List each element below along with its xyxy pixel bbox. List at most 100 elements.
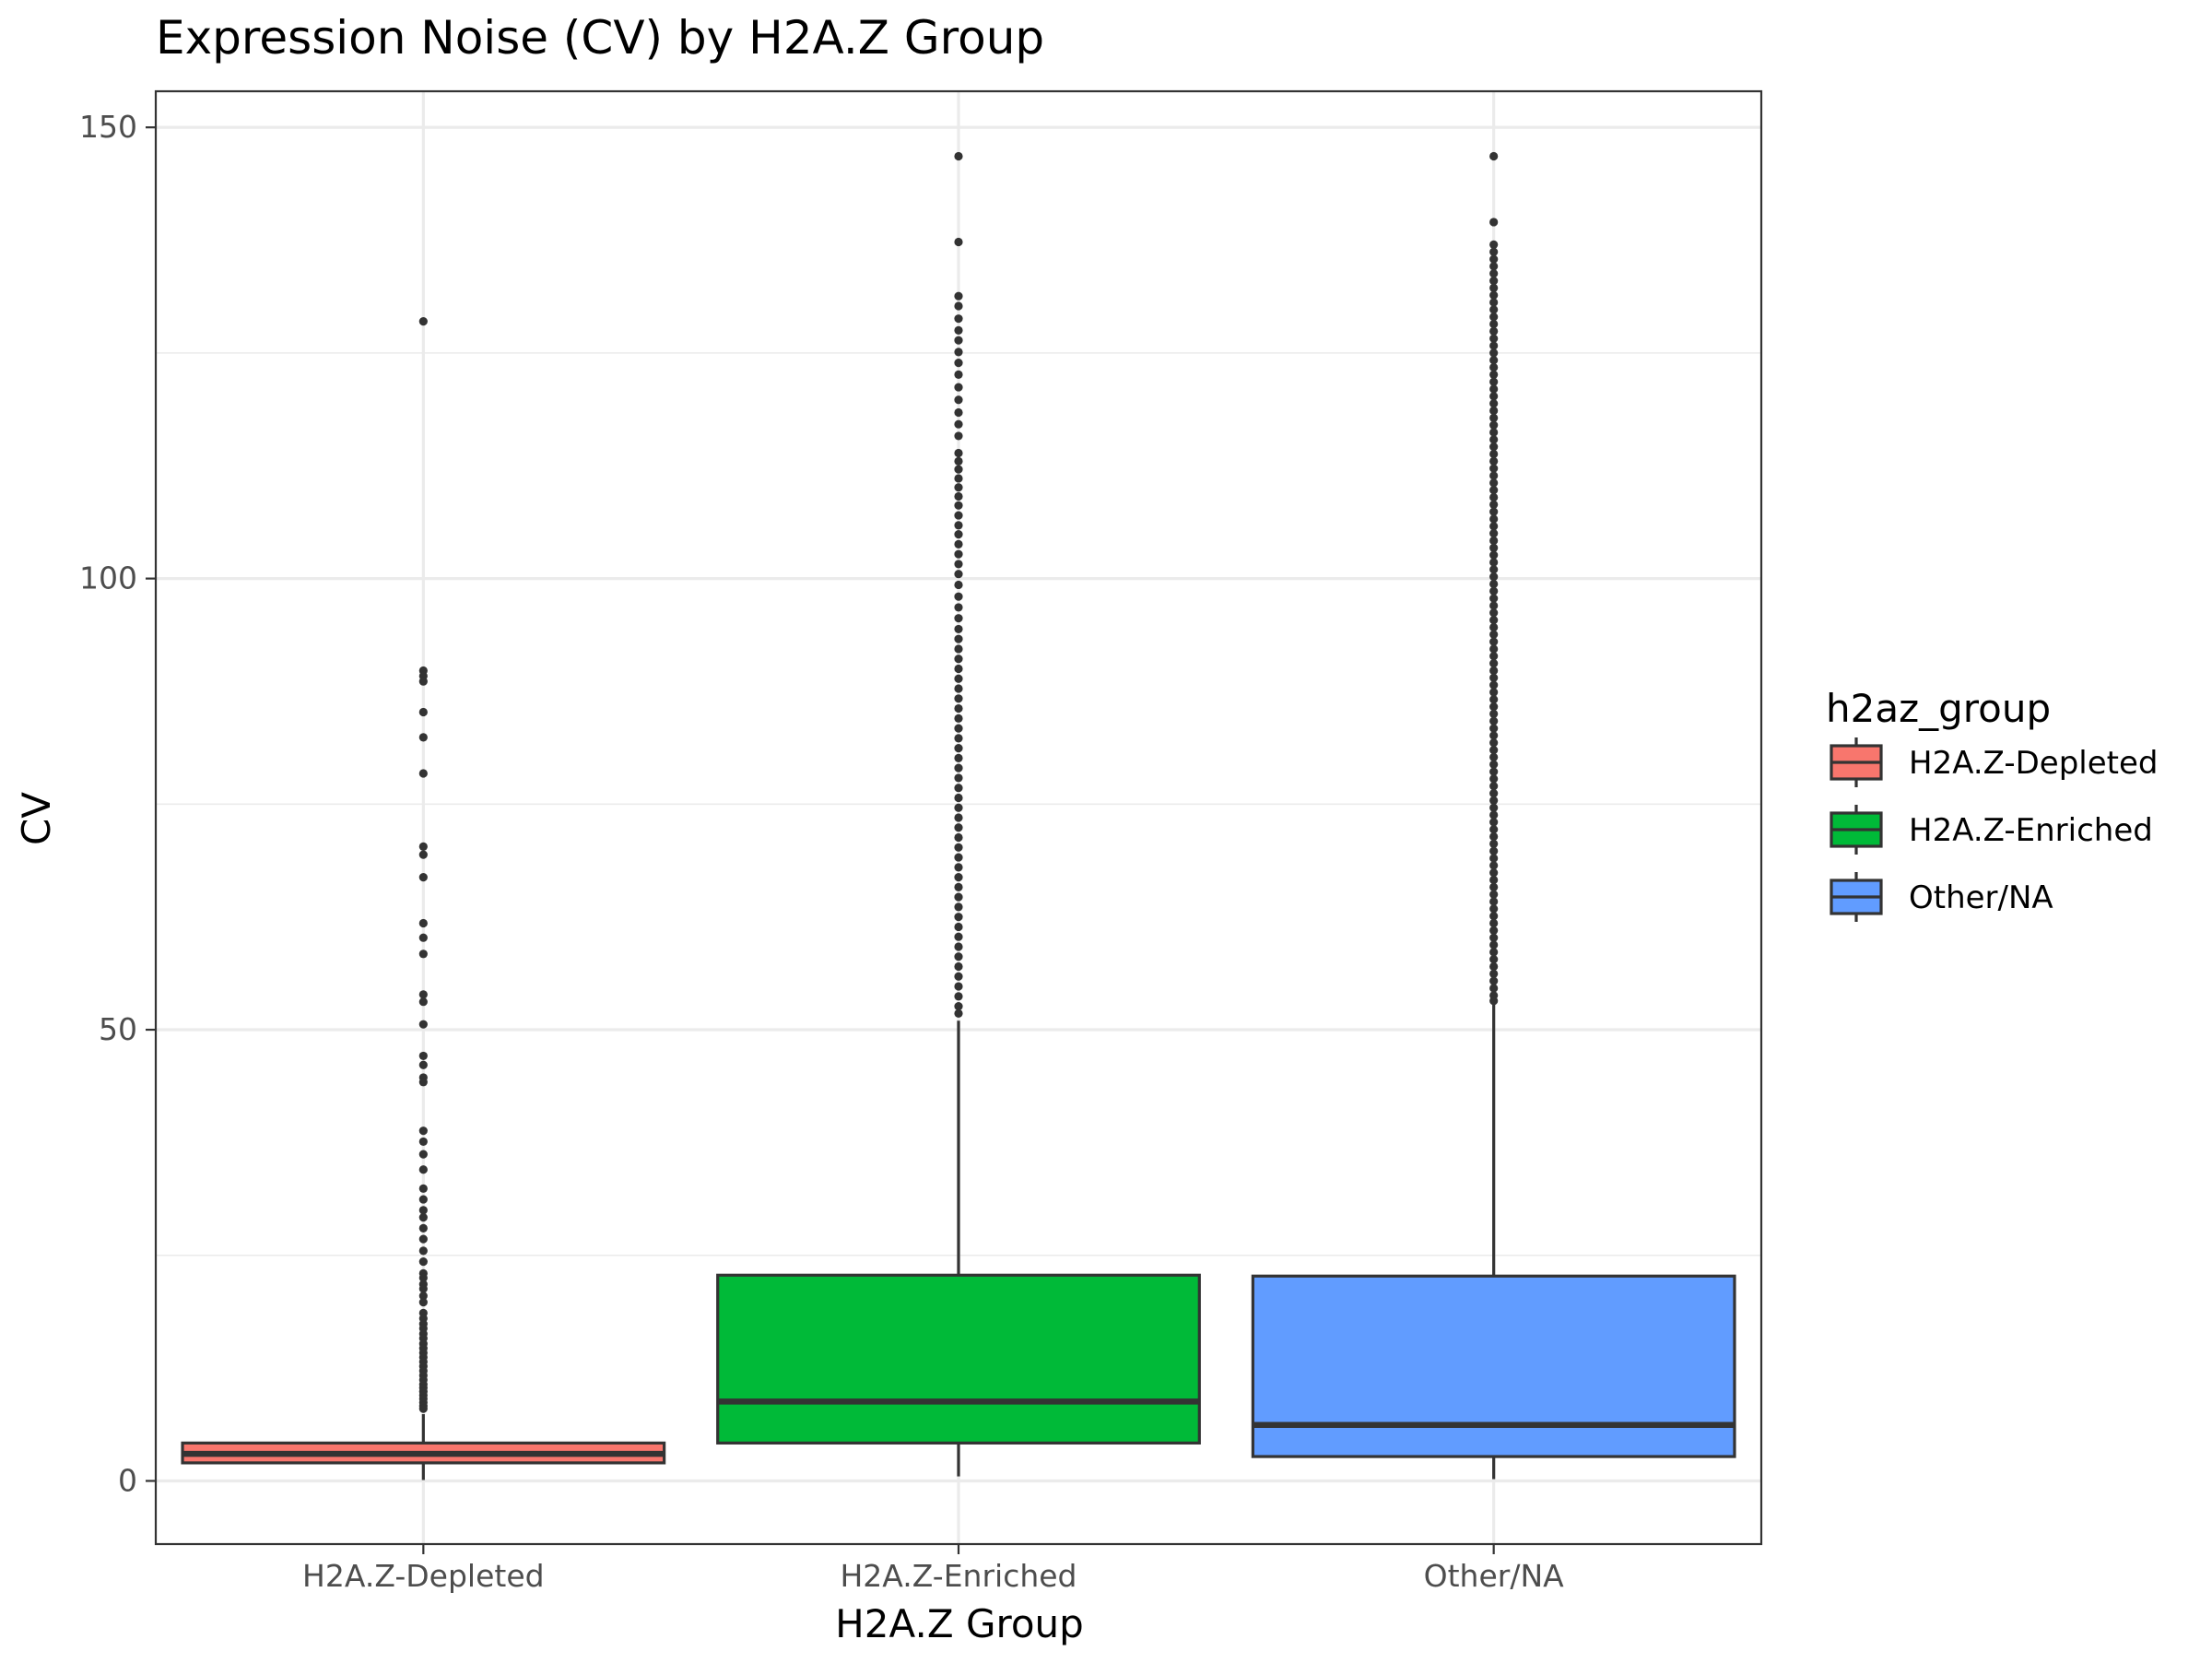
box-group [1251,151,1736,1480]
outlier-point [1489,637,1499,646]
outlier-point [1489,616,1499,625]
outlier-point [1489,326,1499,336]
outlier-point [954,892,963,902]
outlier-point [418,990,428,999]
legend-label: H2A.Z-Enriched [1909,812,2153,849]
outlier-point [1489,377,1499,386]
outlier-point [1489,522,1499,531]
outlier-point [1489,305,1499,314]
outlier-point [1489,565,1499,574]
outlier-point [1489,904,1499,914]
outlier-point [1489,652,1499,661]
outlier-point [418,1051,428,1061]
outlier-point [954,501,963,510]
outlier-point [954,655,963,664]
outlier-point [1489,269,1499,278]
outlier-point [1489,334,1499,343]
outlier-point [1489,572,1499,582]
outlier-point [1489,449,1499,459]
outlier-point [418,1165,428,1174]
outlier-point [1489,151,1499,161]
outlier-point [1489,716,1499,725]
outlier-point [1489,644,1499,654]
outlier-point [418,918,428,928]
outlier-point [1489,442,1499,452]
outlier-point [418,1246,428,1256]
outlier-point [954,803,963,812]
outlier-point [1489,362,1499,372]
outlier-point [418,1404,428,1413]
outlier-point [1489,313,1499,322]
box-group [181,317,666,1480]
outlier-point [954,291,963,301]
y-tick-label: 0 [118,1462,137,1498]
outlier-point [1489,550,1499,560]
outlier-point [1489,622,1499,632]
outlier-point [954,407,963,418]
outlier-point [954,784,963,793]
outlier-point [1489,948,1499,957]
outlier-point [1489,788,1499,798]
outlier-point [954,753,963,762]
outlier-point [954,982,963,991]
outlier-point [954,952,963,961]
outlier-point [1489,745,1499,755]
outlier-point [1489,507,1499,516]
outlier-point [954,456,963,466]
outlier-point [1489,262,1499,271]
outlier-point [1489,319,1499,329]
outlier-point [1489,543,1499,552]
outlier-point [1489,969,1499,978]
outlier-point [954,314,963,324]
outlier-point [954,383,963,392]
outlier-point [1489,803,1499,812]
outlier-point [418,1184,428,1193]
outlier-point [1489,428,1499,437]
outlier-point [954,773,963,783]
outlier-point [1489,456,1499,466]
outlier-point [418,707,428,717]
outlier-point [1489,961,1499,972]
outlier-point [1489,464,1499,473]
outlier-point [418,873,428,882]
outlier-point [1489,688,1499,697]
outlier-point [418,842,428,851]
outlier-point [954,511,963,520]
outlier-point [954,961,963,972]
outlier-point [954,703,963,714]
outlier-point [954,793,963,803]
outlier-point [954,853,963,862]
y-tick-label: 50 [99,1011,137,1047]
outlier-point [954,614,963,623]
outlier-point [1489,218,1499,227]
outlier-point [954,348,963,357]
outlier-point [418,1298,428,1307]
outlier-point [418,1291,428,1301]
outlier-point [1489,912,1499,921]
outlier-point [418,949,428,959]
outlier-point [1489,529,1499,538]
box-iqr [1251,1274,1736,1458]
outlier-point [1489,680,1499,690]
x-axis-title: H2A.Z Group [835,1601,1084,1646]
outlier-point [954,1008,963,1019]
outlier-point [1489,247,1499,256]
outlier-point [1489,933,1499,942]
outlier-point [954,336,963,345]
outlier-point [954,724,963,733]
outlier-point [1489,413,1499,422]
x-tick-label: H2A.Z-Enriched [840,1558,1077,1594]
outlier-point [418,769,428,778]
outlier-point [1489,348,1499,358]
outlier-point [1489,839,1499,848]
outlier-point [954,1001,963,1011]
outlier-point [1489,861,1499,870]
outlier-point [1489,630,1499,639]
outlier-point [418,1213,428,1222]
outlier-point [1489,724,1499,733]
outlier-point [954,863,963,872]
outlier-point [954,395,963,405]
outlier-point [954,237,963,247]
outlier-point [954,359,963,368]
outlier-point [1489,926,1499,935]
